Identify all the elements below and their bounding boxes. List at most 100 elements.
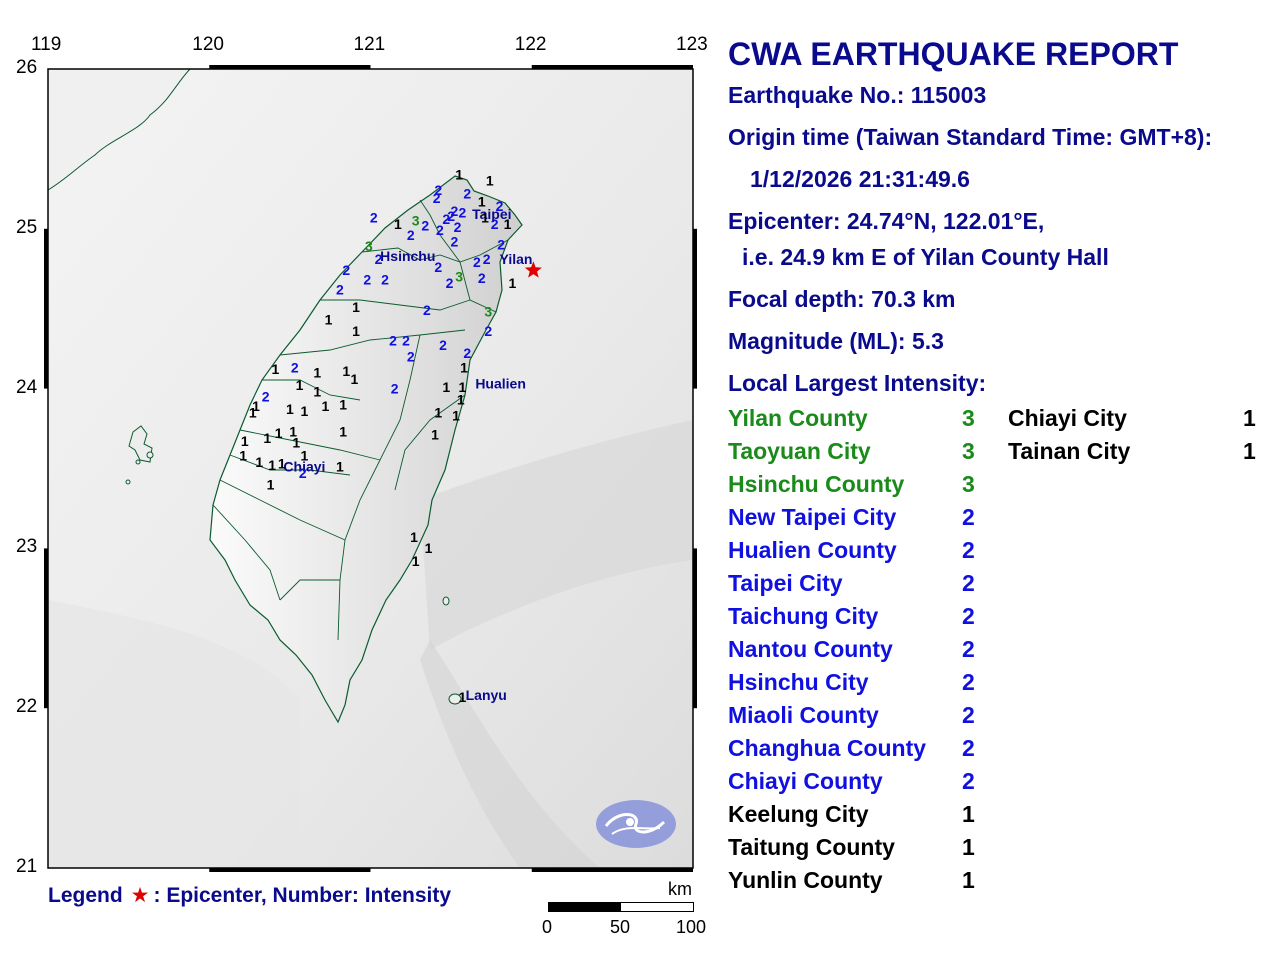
longitude-label: 119 — [31, 34, 62, 55]
station-intensity: 2 — [433, 190, 441, 206]
taiwan-island — [209, 175, 523, 724]
station-intensity: 2 — [291, 360, 299, 376]
intensity-list-value: 2 — [962, 537, 975, 563]
report-title: CWA EARTHQUAKE REPORT — [728, 36, 1179, 72]
station-intensity: 1 — [352, 323, 360, 339]
legend: Legend ★: Epicenter, Number: Intensity — [48, 883, 451, 908]
station-intensity: 2 — [450, 233, 458, 249]
intensity-list-value: 1 — [1243, 405, 1256, 431]
city-label-chiayi: Chiayi — [283, 459, 325, 475]
station-intensity: 1 — [275, 425, 283, 441]
legend-label: Legend — [48, 884, 123, 907]
intensity-list-name: Hualien County — [728, 537, 897, 563]
frame-bar-right — [693, 228, 697, 389]
longitude-label: 123 — [676, 34, 708, 55]
station-intensity: 2 — [446, 275, 454, 291]
station-intensity: 2 — [391, 380, 399, 396]
county-boundaries — [212, 199, 509, 641]
station-intensity: 2 — [407, 227, 415, 243]
station-intensity: 2 — [473, 254, 481, 270]
station-intensity: 2 — [496, 198, 504, 214]
frame-bar-bottom — [209, 868, 371, 872]
intensity-list-name: Taitung County — [728, 834, 895, 860]
intensity-list-name: Hsinchu City — [728, 669, 869, 695]
intensity-list-value: 1 — [962, 801, 975, 827]
magnitude: Magnitude (ML): 5.3 — [728, 328, 944, 354]
station-intensity: 2 — [389, 332, 397, 348]
station-intensity: 1 — [452, 408, 460, 424]
station-intensity: 1 — [509, 275, 517, 291]
station-intensity: 1 — [292, 435, 300, 451]
scalebar-label-0: 0 — [542, 917, 553, 937]
origin-time: 1/12/2026 21:31:49.6 — [750, 166, 970, 192]
station-intensity: 3 — [455, 269, 463, 285]
station-intensity: 1 — [300, 403, 308, 419]
longitude-label: 121 — [353, 34, 386, 55]
intensity-list-name: Keelung City — [728, 801, 869, 827]
station-intensity: 2 — [434, 259, 442, 275]
city-label-lanyu: Lanyu — [466, 687, 507, 703]
station-intensity: 2 — [454, 219, 462, 235]
intensity-list-name: Yunlin County — [728, 867, 883, 893]
station-intensity: 2 — [447, 208, 455, 224]
intensity-list-value: 3 — [962, 471, 975, 497]
scalebar-label-100: 100 — [676, 917, 707, 937]
station-intensity: 1 — [459, 379, 467, 395]
cwa-logo — [596, 800, 676, 848]
station-intensity: 2 — [363, 272, 371, 288]
intensity-list-name: Hsinchu County — [728, 471, 905, 497]
intensity-list-name: Nantou County — [728, 636, 893, 662]
earthquake-number: Earthquake No.: 115003 — [728, 82, 987, 108]
intensity-list-value: 2 — [962, 636, 975, 662]
scalebar-black-segment — [548, 902, 620, 912]
origin-time-label: Origin time (Taiwan Standard Time: GMT+8… — [728, 124, 1213, 150]
epicenter-star-icon — [524, 261, 542, 278]
frame-bar-top — [209, 65, 371, 69]
intensity-list-value: 1 — [1243, 438, 1256, 464]
station-intensity: 1 — [286, 401, 294, 417]
intensity-list-value: 2 — [962, 504, 975, 530]
station-intensity: 2 — [497, 237, 505, 253]
station-intensity: 1 — [289, 424, 297, 440]
intensity-list-value: 2 — [962, 735, 975, 761]
intensity-list-name: Changhua County — [728, 735, 927, 761]
station-intensity: 2 — [375, 251, 383, 267]
station-intensity: 2 — [450, 203, 458, 219]
station-intensity: 1 — [268, 457, 276, 473]
intensity-list-name: Taichung City — [728, 603, 879, 629]
intensity-list-name: Taoyuan City — [728, 438, 871, 464]
scalebar-label-50: 50 — [610, 917, 631, 937]
station-intensity: 2 — [483, 251, 491, 267]
station-intensity: 1 — [478, 193, 486, 209]
station-intensity: 1 — [296, 377, 304, 393]
intensity-list-name: New Taipei City — [728, 504, 897, 530]
intensity-list-value: 3 — [962, 438, 975, 464]
frame-bar-bottom — [531, 868, 693, 872]
station-intensity: 2 — [463, 185, 471, 201]
station-intensity: 2 — [484, 323, 492, 339]
intensity-list-value: 2 — [962, 702, 975, 728]
latitude-label: 21 — [16, 856, 38, 877]
station-intensity: 2 — [436, 222, 444, 238]
china-coast — [47, 68, 192, 191]
scalebar-unit: km — [668, 879, 692, 899]
station-intensity: 1 — [425, 540, 433, 556]
longitude-label: 120 — [192, 34, 224, 55]
intensity-list-name: Taipei City — [728, 570, 843, 596]
station-intensity: 2 — [463, 345, 471, 361]
focal-depth: Focal depth: 70.3 km — [728, 286, 956, 312]
intensity-heading: Local Largest Intensity: — [728, 370, 987, 396]
city-label-hualien: Hualien — [475, 376, 526, 392]
station-intensity: 1 — [481, 209, 489, 225]
station-intensity: 1 — [252, 398, 260, 414]
station-intensity: 1 — [442, 379, 450, 395]
south-china-sea — [48, 600, 300, 868]
station-intensity: 1 — [412, 553, 420, 569]
station-intensity: 1 — [255, 454, 263, 470]
station-intensity: 1 — [394, 216, 402, 232]
station-intensity: 1 — [410, 529, 418, 545]
epicenter-description: i.e. 24.9 km E of Yilan County Hall — [742, 244, 1109, 270]
station-intensity: 1 — [267, 476, 275, 492]
station-intensity: 2 — [434, 182, 442, 198]
